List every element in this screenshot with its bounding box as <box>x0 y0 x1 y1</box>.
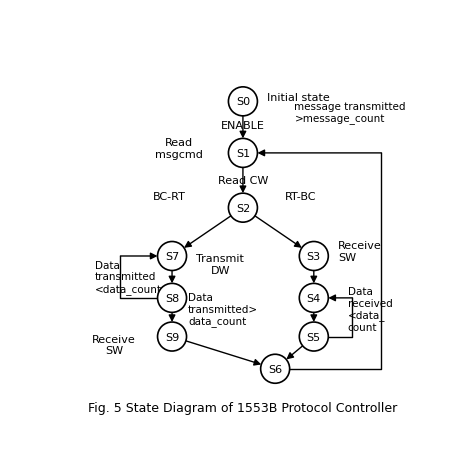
Text: Receive
SW: Receive SW <box>92 334 136 356</box>
Circle shape <box>157 322 187 351</box>
Text: ENABLE: ENABLE <box>221 120 265 130</box>
Text: message transmitted
>message_count: message transmitted >message_count <box>294 102 406 125</box>
Text: Data
transmitted
<data_count: Data transmitted <data_count <box>95 260 162 294</box>
Text: Initial state: Initial state <box>267 92 330 102</box>
Text: Data
transmitted>
data_count: Data transmitted> data_count <box>188 292 258 327</box>
Text: S7: S7 <box>165 251 179 261</box>
Text: S6: S6 <box>268 364 282 374</box>
Text: S2: S2 <box>236 203 250 213</box>
Text: Transmit
DW: Transmit DW <box>196 254 244 275</box>
Text: Data
received
<data_
count: Data received <data_ count <box>347 287 392 332</box>
Circle shape <box>299 284 328 313</box>
Text: S9: S9 <box>165 332 179 342</box>
Text: Receive
SW: Receive SW <box>338 241 382 262</box>
Circle shape <box>157 242 187 271</box>
Text: S3: S3 <box>307 251 321 261</box>
Text: S1: S1 <box>236 149 250 159</box>
Circle shape <box>261 355 290 384</box>
Text: S4: S4 <box>307 293 321 303</box>
Text: S0: S0 <box>236 97 250 107</box>
Circle shape <box>299 242 328 271</box>
Circle shape <box>157 284 187 313</box>
Text: Read
msgcmd: Read msgcmd <box>155 138 202 159</box>
Text: Read CW: Read CW <box>218 175 268 185</box>
Text: S8: S8 <box>165 293 179 303</box>
Text: Fig. 5 State Diagram of 1553B Protocol Controller: Fig. 5 State Diagram of 1553B Protocol C… <box>88 401 398 414</box>
Circle shape <box>228 88 257 117</box>
Text: S5: S5 <box>307 332 321 342</box>
Text: BC-RT: BC-RT <box>152 192 185 202</box>
Circle shape <box>299 322 328 351</box>
Circle shape <box>228 139 257 168</box>
Circle shape <box>228 194 257 223</box>
Text: RT-BC: RT-BC <box>285 192 317 202</box>
